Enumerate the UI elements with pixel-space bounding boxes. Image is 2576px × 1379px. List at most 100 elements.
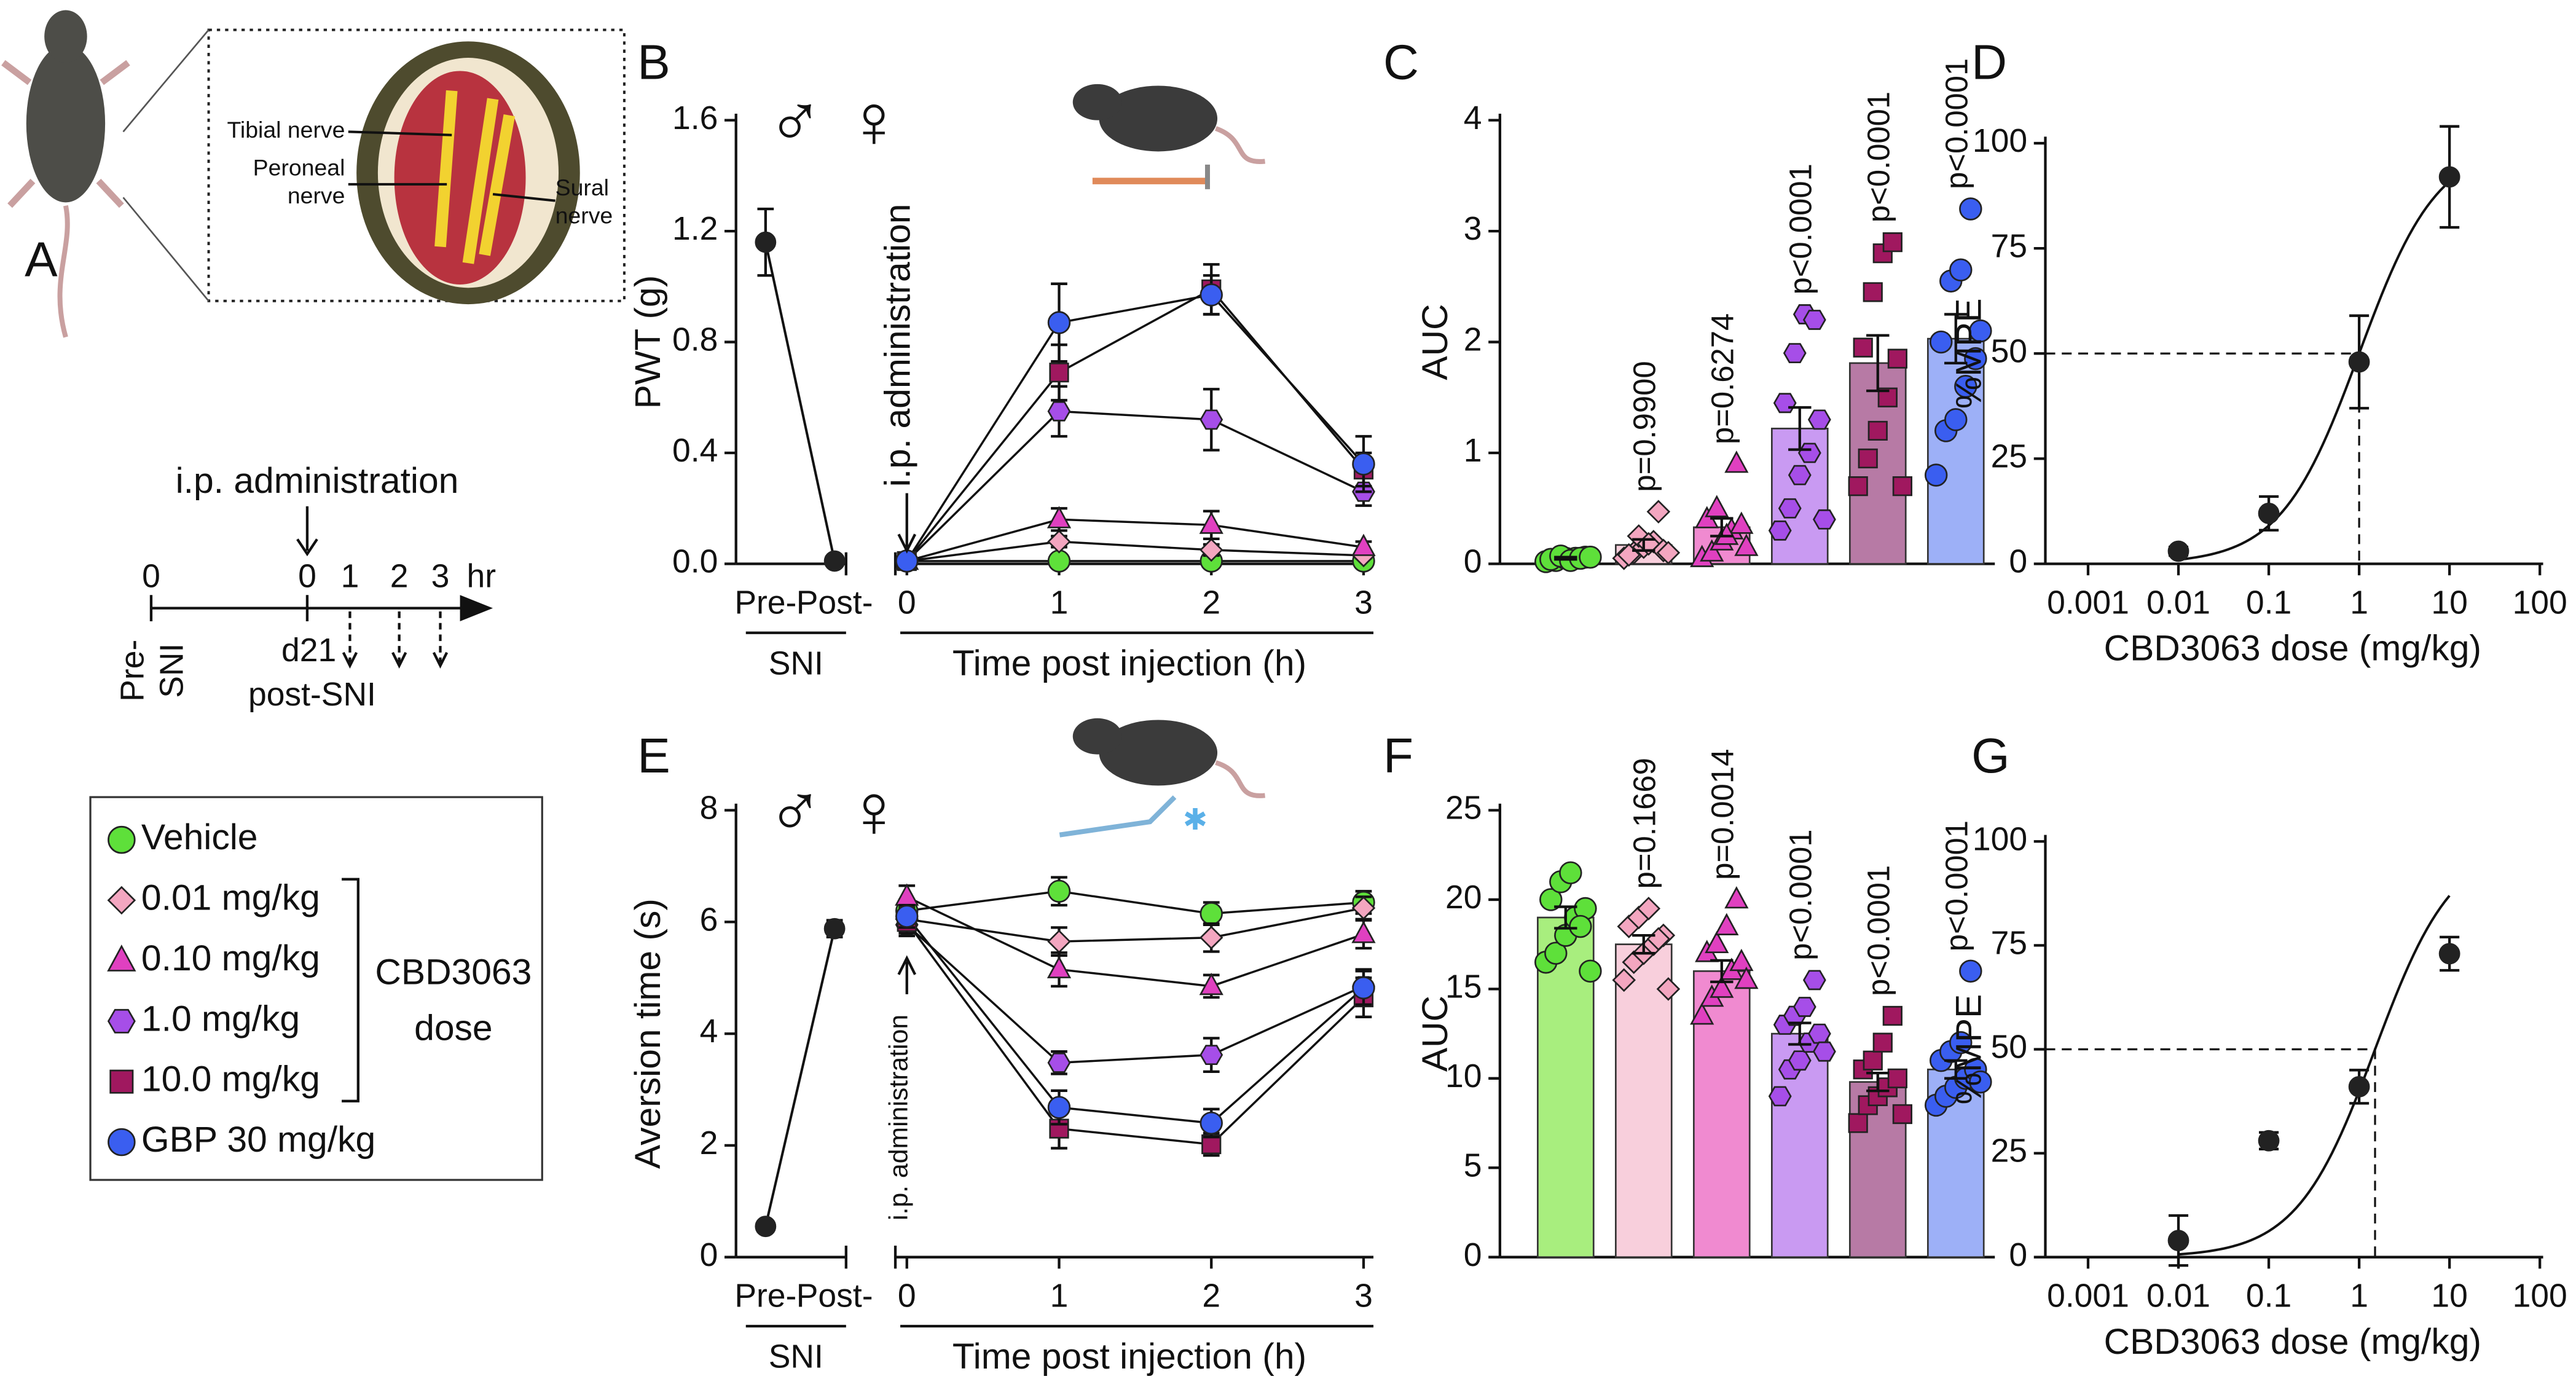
y-tick-label: 100: [1973, 123, 2027, 159]
x-tick-label: 0.01: [2146, 1278, 2210, 1314]
data-point: [1892, 1104, 1912, 1125]
y-tick-label: 75: [1991, 925, 2027, 962]
timepoint-arrowheads: [342, 651, 449, 669]
data-point: [1351, 533, 1376, 556]
x-tick-label: 10: [2431, 584, 2467, 621]
data-point: [1047, 530, 1071, 554]
baseline-point: [755, 1216, 777, 1238]
x-tick-label: 2: [1202, 584, 1220, 621]
y-tick-label: 0: [700, 1237, 718, 1273]
data-point: [1046, 956, 1072, 978]
timeline-event: post-SNI: [248, 677, 376, 713]
legend-label: 0.01 mg/kg: [141, 878, 320, 918]
series-line: [906, 293, 1365, 562]
cold-icon: ✱: [1183, 803, 1208, 836]
data-point: [1046, 506, 1072, 528]
y-tick-label: 100: [1973, 821, 2027, 857]
x-tick-label: 100: [2513, 1278, 2567, 1314]
error-bar: [1866, 334, 1890, 393]
legend-group-label: CBD3063: [375, 952, 532, 992]
data-point: [2258, 502, 2280, 524]
legend-marker: [108, 1128, 136, 1157]
x-tick-label: Pre-: [734, 584, 796, 621]
data-point: [1882, 232, 1903, 253]
data-point: [1646, 500, 1671, 524]
x-axis-label: Time post injection (h): [952, 1337, 1306, 1377]
group-label: SNI: [769, 1339, 823, 1375]
data-point: [2438, 166, 2460, 188]
data-point: [1714, 913, 1739, 935]
data-point: [1199, 972, 1223, 996]
x-tick-label: 0.1: [2246, 1278, 2291, 1314]
data-point: [1700, 539, 1724, 562]
data-point: [2438, 943, 2460, 965]
data-point: [1872, 1032, 1893, 1053]
series-line: [906, 410, 1364, 562]
data-point: [1944, 408, 1968, 431]
annotation-arrow: [897, 493, 917, 554]
annotation: i.p. administration: [878, 204, 918, 487]
data-point: [1047, 929, 1071, 954]
legend-label: 1.0 mg/kg: [141, 999, 300, 1039]
data-point: [1047, 1096, 1071, 1119]
mouse-illustration: ✱: [1059, 718, 1265, 838]
data-point: [1199, 925, 1223, 950]
data-point: [1863, 282, 1883, 302]
data-point: [1969, 319, 1992, 343]
data-point: [1768, 520, 1792, 541]
y-tick-label: 1.6: [672, 100, 718, 136]
data-point: [1200, 902, 1223, 925]
data-point: [1690, 1002, 1714, 1025]
timepoint-arrows: [348, 611, 442, 662]
x-tick-label: Post-: [796, 1278, 873, 1314]
data-point: [1049, 363, 1069, 383]
sex-symbol: ♀: [846, 79, 902, 163]
data-point: [1867, 420, 1888, 441]
data-point: [1892, 476, 1912, 497]
x-tick-label: 1: [1050, 584, 1069, 621]
y-tick-label: 0: [2009, 1237, 2027, 1273]
x-tick-label: 0.01: [2146, 584, 2210, 621]
baseline-point: [755, 231, 777, 253]
x-tick-label: 1: [2350, 1278, 2368, 1314]
inset-box: [207, 28, 626, 302]
panel-label: F: [1383, 728, 1413, 783]
data-point: [2258, 1130, 2280, 1152]
panel-label: E: [637, 728, 670, 783]
x-tick-label: 0: [898, 1278, 916, 1314]
y-tick-label: 10: [1445, 1058, 1482, 1094]
y-tick-label: 2: [700, 1125, 718, 1161]
annotation: i.p. administration: [884, 1015, 913, 1220]
data-point: [1199, 511, 1223, 534]
x-tick-label: 3: [1354, 1278, 1373, 1314]
timeline-tick: 0: [142, 559, 160, 595]
series-line: [906, 890, 1364, 915]
data-point: [2167, 540, 2189, 562]
series-line: [906, 288, 1365, 562]
series-line: [906, 921, 1365, 1145]
x-tick-label: 0.001: [2047, 584, 2129, 621]
error-bar: [1788, 406, 1812, 451]
error-bar: [1944, 1059, 1968, 1080]
error-bar: [1632, 933, 1655, 955]
timeline-unit: hr: [467, 559, 497, 595]
data-point: [1351, 921, 1376, 943]
data-point: [1788, 1050, 1812, 1071]
data-point: [1612, 968, 1636, 992]
nerve-label: Peroneal: [253, 155, 345, 181]
y-tick-label: 5: [1464, 1147, 1482, 1184]
baseline-point: [823, 550, 846, 572]
legend-marker: [108, 825, 136, 854]
nerve-label: Sural: [556, 175, 609, 200]
legend-box: [89, 796, 543, 1181]
x-tick-label: 1: [1050, 1278, 1069, 1314]
error-bar: [1632, 538, 1655, 552]
data-point: [1734, 533, 1759, 556]
data-point: [1848, 1113, 1868, 1133]
data-point: [2348, 351, 2370, 373]
data-point: [1544, 941, 1568, 965]
legend-label: 0.10 mg/kg: [141, 938, 320, 978]
data-point: [1807, 1023, 1831, 1044]
data-point: [1812, 1041, 1836, 1062]
series-line: [906, 906, 1364, 943]
